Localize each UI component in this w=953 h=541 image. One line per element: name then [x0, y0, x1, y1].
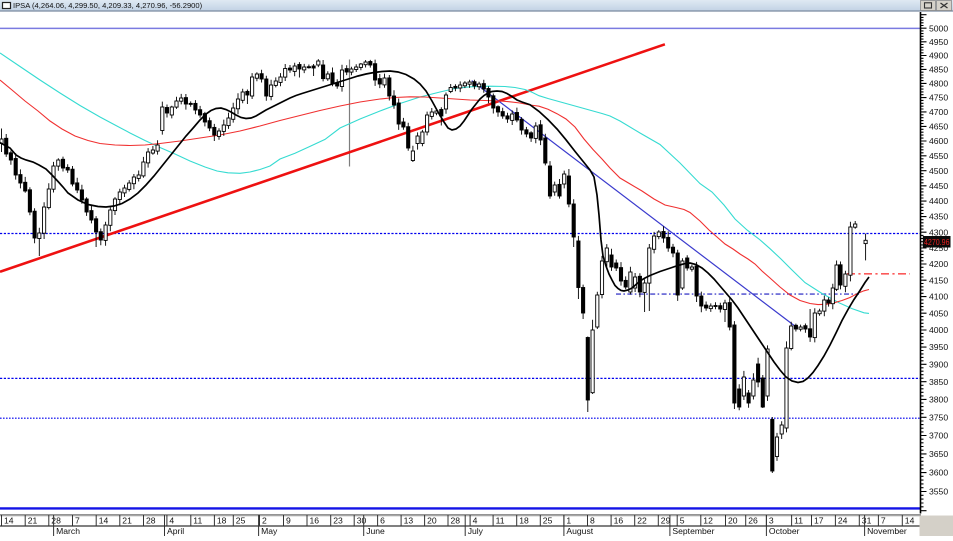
svg-text:4450: 4450	[929, 181, 948, 191]
svg-text:3: 3	[769, 515, 774, 525]
svg-text:4100: 4100	[929, 292, 948, 302]
svg-text:16: 16	[614, 515, 624, 525]
svg-text:14: 14	[4, 515, 14, 525]
svg-text:September: September	[672, 526, 714, 536]
svg-text:28: 28	[451, 515, 461, 525]
svg-text:4200: 4200	[929, 259, 948, 269]
svg-text:4300: 4300	[929, 227, 948, 237]
svg-text:7: 7	[75, 515, 80, 525]
svg-text:4270.96: 4270.96	[924, 238, 950, 247]
svg-text:30: 30	[357, 515, 367, 525]
svg-text:3800: 3800	[929, 395, 948, 405]
svg-text:16: 16	[310, 515, 320, 525]
svg-text:11: 11	[193, 515, 202, 525]
svg-text:4000: 4000	[929, 325, 948, 335]
svg-text:3600: 3600	[929, 468, 948, 478]
svg-text:October: October	[769, 526, 800, 536]
svg-text:3950: 3950	[929, 342, 948, 352]
svg-text:25: 25	[543, 515, 553, 525]
svg-text:3550: 3550	[929, 487, 948, 497]
svg-text:28: 28	[146, 515, 156, 525]
svg-text:26: 26	[748, 515, 758, 525]
svg-text:18: 18	[519, 515, 529, 525]
svg-text:4750: 4750	[929, 93, 948, 103]
svg-text:31: 31	[862, 515, 872, 525]
svg-text:5: 5	[680, 515, 685, 525]
svg-text:17: 17	[814, 515, 824, 525]
svg-text:4350: 4350	[929, 212, 948, 222]
svg-text:8: 8	[590, 515, 595, 525]
svg-text:4400: 4400	[929, 196, 948, 206]
svg-text:3650: 3650	[929, 449, 948, 459]
svg-text:3700: 3700	[929, 431, 948, 441]
svg-text:24: 24	[838, 515, 848, 525]
svg-text:4950: 4950	[929, 37, 948, 47]
svg-text:7: 7	[881, 515, 886, 525]
svg-text:4550: 4550	[929, 151, 948, 161]
svg-text:March: March	[56, 526, 80, 536]
svg-text:20: 20	[728, 515, 738, 525]
svg-text:4150: 4150	[929, 275, 948, 285]
svg-text:5000: 5000	[929, 23, 948, 33]
svg-text:25: 25	[236, 515, 246, 525]
svg-text:November: November	[867, 526, 907, 536]
svg-text:28: 28	[51, 515, 61, 525]
svg-text:4050: 4050	[929, 308, 948, 318]
svg-text:4600: 4600	[929, 136, 948, 146]
svg-text:IPSA (4,264.06, 4,299.50, 4,20: IPSA (4,264.06, 4,299.50, 4,209.33, 4,27…	[13, 1, 203, 10]
svg-text:11: 11	[496, 515, 505, 525]
svg-text:4900: 4900	[929, 51, 948, 61]
svg-text:4500: 4500	[929, 166, 948, 176]
svg-text:June: June	[366, 526, 385, 536]
svg-text:3750: 3750	[929, 412, 948, 422]
svg-text:4700: 4700	[929, 107, 948, 117]
svg-text:13: 13	[404, 515, 414, 525]
svg-text:May: May	[261, 526, 278, 536]
svg-text:29: 29	[661, 515, 671, 525]
svg-text:1: 1	[566, 515, 571, 525]
svg-text:4800: 4800	[929, 79, 948, 89]
svg-text:22: 22	[637, 515, 647, 525]
svg-text:July: July	[468, 526, 484, 536]
svg-text:4650: 4650	[929, 122, 948, 132]
svg-text:21: 21	[122, 515, 132, 525]
svg-text:18: 18	[217, 515, 227, 525]
svg-text:August: August	[566, 526, 593, 536]
svg-text:9: 9	[286, 515, 291, 525]
svg-text:14: 14	[99, 515, 109, 525]
svg-text:4850: 4850	[929, 65, 948, 75]
svg-text:6: 6	[380, 515, 385, 525]
svg-text:11: 11	[794, 515, 803, 525]
svg-text:14: 14	[905, 515, 915, 525]
svg-text:4: 4	[473, 515, 478, 525]
svg-text:12: 12	[703, 515, 713, 525]
svg-text:4: 4	[169, 515, 174, 525]
svg-text:23: 23	[333, 515, 343, 525]
svg-text:20: 20	[427, 515, 437, 525]
svg-text:3850: 3850	[929, 377, 948, 387]
svg-text:April: April	[167, 526, 184, 536]
svg-text:3900: 3900	[929, 359, 948, 369]
svg-text:21: 21	[28, 515, 38, 525]
svg-text:2: 2	[262, 515, 267, 525]
